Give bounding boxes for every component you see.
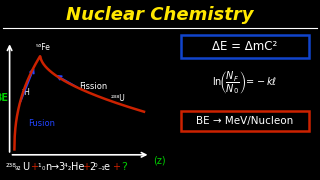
Text: He: He xyxy=(71,162,84,172)
Text: +: + xyxy=(30,162,38,172)
Text: →: → xyxy=(51,162,59,172)
Text: +: + xyxy=(82,162,90,172)
Text: Nuclear Chemistry: Nuclear Chemistry xyxy=(66,6,254,24)
Text: ΔE = ΔmC²: ΔE = ΔmC² xyxy=(212,40,277,53)
Text: ₋₁: ₋₁ xyxy=(98,163,105,172)
Text: ₀: ₀ xyxy=(42,163,45,172)
Text: +: + xyxy=(112,162,120,172)
Text: n: n xyxy=(45,162,51,172)
Text: ?: ? xyxy=(121,162,127,172)
Text: ⁰: ⁰ xyxy=(94,163,97,172)
Bar xyxy=(181,35,309,58)
Text: 2: 2 xyxy=(89,162,95,172)
Text: BE → MeV/Nucleon: BE → MeV/Nucleon xyxy=(196,116,293,126)
Text: ⁴: ⁴ xyxy=(63,163,67,172)
Text: ⁵⁶Fe: ⁵⁶Fe xyxy=(36,43,51,52)
Text: e: e xyxy=(104,162,110,172)
Text: ¹: ¹ xyxy=(38,163,41,172)
Text: BE: BE xyxy=(0,93,9,103)
Text: U: U xyxy=(22,162,29,172)
Text: (z): (z) xyxy=(154,155,166,165)
Text: Fusion: Fusion xyxy=(28,119,55,128)
Text: Fission: Fission xyxy=(79,82,107,91)
Text: ²H: ²H xyxy=(21,88,30,97)
Text: ₉₂: ₉₂ xyxy=(14,163,21,172)
Text: ₂: ₂ xyxy=(67,163,70,172)
Bar xyxy=(181,111,309,130)
Text: 3: 3 xyxy=(59,162,65,172)
Text: $\mathrm{ln}\!\left(\dfrac{N_F}{N_0}\right)\!=\!-k\ell$: $\mathrm{ln}\!\left(\dfrac{N_F}{N_0}\rig… xyxy=(212,69,277,96)
Text: ²³⁸: ²³⁸ xyxy=(6,163,17,172)
Text: ²³⁸U: ²³⁸U xyxy=(111,94,126,103)
